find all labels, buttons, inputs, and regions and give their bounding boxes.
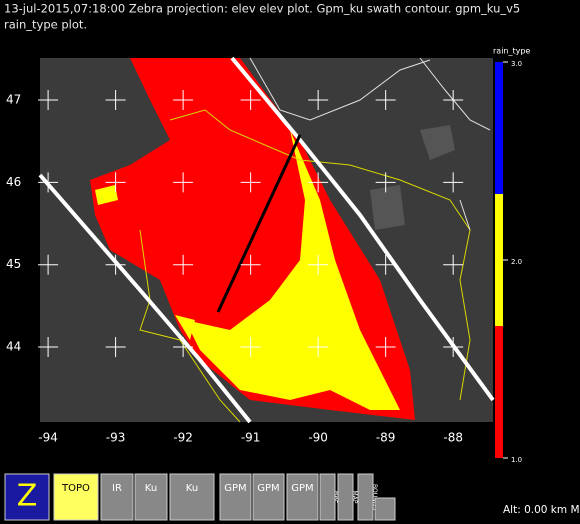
y-tick-label: 45 — [6, 257, 21, 271]
toolbar-icon-label: MAP — [333, 491, 340, 504]
toolbar-icon-label: MAP — [351, 491, 358, 504]
colorbar-segment — [495, 194, 503, 326]
header-line: 13-jul-2015,07:18:00 Zebra projection: e… — [4, 2, 520, 16]
grid-cross — [105, 254, 126, 275]
grid-cross — [240, 90, 261, 110]
grid-cross — [443, 90, 464, 110]
toolbar-icon-label: Ku — [145, 483, 157, 494]
toolbar-icon-label: GPM — [257, 483, 279, 494]
grid-cross — [38, 90, 59, 110]
swath-edge — [38, 173, 252, 424]
colorbar-tick-label: 2.0 — [511, 258, 522, 266]
toolbar-icon[interactable] — [134, 473, 168, 521]
toolbar-icon[interactable] — [357, 473, 374, 521]
grid-cross — [38, 254, 59, 275]
toolbar-icon[interactable] — [252, 473, 285, 521]
convective-rain — [185, 130, 400, 410]
colorbar: rain_type 3.0 2.0 1.0 — [493, 47, 530, 465]
toolbar-icon[interactable] — [286, 473, 319, 521]
toolbar: Z TOPO IR Ku Ku GPM GPM GPM MAP MAP BOUNDS — [4, 473, 396, 521]
other-rain — [370, 125, 455, 230]
state-boundary — [139, 109, 471, 423]
grid-cross — [443, 337, 464, 358]
toolbar-icon[interactable] — [319, 473, 336, 521]
x-tick-label: -91 — [241, 431, 261, 445]
coastline — [249, 57, 491, 231]
colorbar-segment — [495, 62, 503, 194]
grid — [38, 90, 464, 358]
grid-cross — [105, 90, 126, 110]
colorbar-tick-label: 1.0 — [511, 456, 522, 464]
grid-cross — [240, 337, 261, 358]
x-tick-label: -90 — [308, 431, 328, 445]
toolbar-icon[interactable] — [53, 473, 99, 521]
grid-cross — [105, 172, 126, 193]
colorbar-tick-label: 3.0 — [511, 60, 522, 68]
grid-cross — [173, 90, 194, 110]
toolbar-icon[interactable] — [169, 473, 215, 521]
toolbar-icon-label: Z — [17, 479, 38, 514]
grid-cross — [173, 337, 194, 358]
grid-cross — [38, 172, 59, 193]
grid-cross — [375, 337, 396, 358]
toolbar-icon-label: Ku — [186, 483, 198, 494]
y-tick-label: 44 — [6, 340, 21, 354]
toolbar-icon-label: GPM — [224, 483, 246, 494]
toolbar-icon[interactable] — [374, 497, 396, 521]
convective-rain — [95, 185, 195, 340]
toolbar-icon[interactable] — [337, 473, 354, 521]
toolbar-icon[interactable] — [219, 473, 252, 521]
grid-cross — [308, 90, 329, 110]
toolbar-icon-label: IR — [112, 483, 122, 494]
grid-cross — [240, 254, 261, 275]
toolbar-icon[interactable] — [100, 473, 134, 521]
grid-cross — [443, 172, 464, 193]
grid-cross — [308, 337, 329, 358]
toolbar-icon[interactable] — [4, 473, 50, 521]
status-text: Alt: 0.00 km MSL — [503, 504, 580, 516]
grid-cross — [38, 337, 59, 358]
y-tick-label: 47 — [6, 93, 21, 107]
cross-section-line — [216, 134, 302, 313]
map — [38, 56, 495, 424]
grid-cross — [375, 172, 396, 193]
toolbar-icon-label: BOUNDS — [371, 484, 378, 510]
header-line: rain_type plot. — [4, 18, 87, 32]
x-tick-label: -88 — [443, 431, 463, 445]
x-tick-label: -92 — [173, 431, 193, 445]
colorbar-title: rain_type — [493, 47, 530, 56]
grid-cross — [308, 172, 329, 193]
grid-cross — [240, 172, 261, 193]
grid-cross — [173, 172, 194, 193]
colorbar-segment — [495, 326, 503, 458]
x-tick-label: -94 — [38, 431, 58, 445]
y-tick-label: 46 — [6, 175, 21, 189]
x-tick-label: -89 — [376, 431, 396, 445]
grid-cross — [375, 90, 396, 110]
toolbar-icon-label: GPM — [291, 483, 313, 494]
grid-cross — [173, 254, 194, 275]
swath-edge — [230, 56, 495, 402]
grid-cross — [105, 337, 126, 358]
grid-cross — [443, 254, 464, 275]
toolbar-icon-label: TOPO — [61, 483, 90, 494]
x-tick-label: -93 — [106, 431, 126, 445]
grid-cross — [375, 254, 396, 275]
grid-cross — [308, 254, 329, 275]
